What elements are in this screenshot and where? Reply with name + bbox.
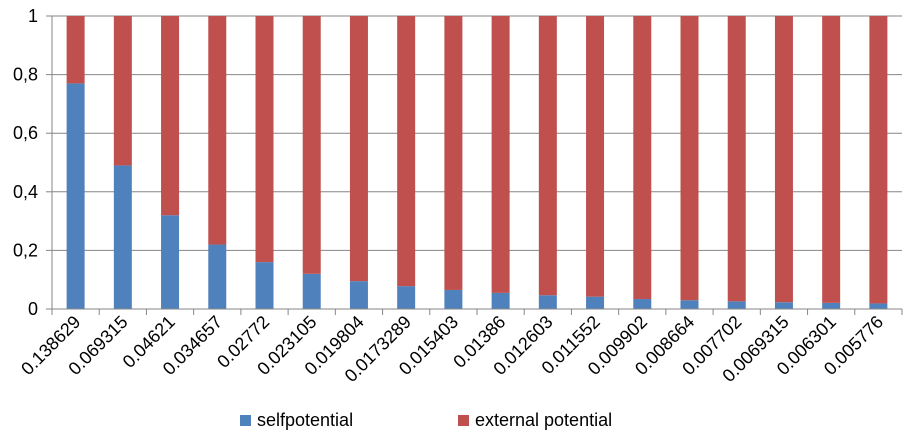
y-tick-label: 0,6 <box>13 123 38 143</box>
axes <box>46 15 903 315</box>
bar-selfpotential <box>444 289 463 309</box>
y-tick-label: 0 <box>28 299 38 319</box>
bar-external-potential <box>397 16 416 287</box>
bar-external-potential <box>161 16 180 216</box>
bar-external-potential <box>444 16 463 290</box>
legend-swatch-external-potential <box>458 415 469 426</box>
x-tick-labels: 0.1386290.0693150.046210.0346570.027720.… <box>17 312 887 386</box>
bar-selfpotential <box>538 295 557 309</box>
bar-selfpotential <box>161 215 180 309</box>
bar-selfpotential <box>633 299 652 309</box>
bar-selfpotential <box>302 273 321 309</box>
y-tick-label: 0,2 <box>13 240 38 260</box>
legend: selfpotential external potential <box>0 410 905 434</box>
bar-selfpotential <box>491 292 510 309</box>
bar-selfpotential <box>680 300 699 309</box>
bar-selfpotential <box>113 165 132 309</box>
bar-selfpotential <box>869 303 888 309</box>
stacked-bar-chart: 0 0,2 0,4 0,6 0,8 1 0.1386290.0693150.046210.… <box>13 6 903 386</box>
bar-external-potential <box>113 16 132 166</box>
y-tick-label: 1 <box>28 6 38 26</box>
gridlines <box>52 15 902 251</box>
bar-selfpotential <box>822 302 841 309</box>
y-tick-labels: 0 0,2 0,4 0,6 0,8 1 <box>13 6 38 319</box>
bar-external-potential <box>869 16 888 304</box>
bar-external-potential <box>774 16 793 303</box>
bar-selfpotential <box>727 301 746 309</box>
bar-external-potential <box>538 16 557 296</box>
bar-selfpotential <box>774 302 793 309</box>
bar-external-potential <box>633 16 652 300</box>
legend-label-external-potential: external potential <box>475 410 613 430</box>
bars <box>66 16 888 309</box>
bar-external-potential <box>822 16 841 303</box>
bar-external-potential <box>255 16 274 263</box>
bar-selfpotential <box>586 296 605 309</box>
legend-label-selfpotential: selfpotential <box>257 410 354 430</box>
bar-selfpotential <box>255 262 274 309</box>
legend-item-external-potential: external potential <box>458 410 612 431</box>
y-tick-label: 0,4 <box>13 182 38 202</box>
bar-external-potential <box>208 16 227 245</box>
bar-external-potential <box>727 16 746 302</box>
bar-external-potential <box>491 16 510 293</box>
bar-external-potential <box>66 16 85 84</box>
bar-selfpotential <box>66 83 85 309</box>
y-tick-label: 0,8 <box>13 65 38 85</box>
bar-external-potential <box>680 16 699 301</box>
bar-selfpotential <box>397 286 416 309</box>
bar-selfpotential <box>208 244 227 309</box>
legend-swatch-selfpotential <box>240 415 251 426</box>
bar-external-potential <box>302 16 321 274</box>
bar-selfpotential <box>349 281 368 309</box>
bar-external-potential <box>586 16 605 297</box>
bar-external-potential <box>349 16 368 282</box>
legend-item-selfpotential: selfpotential <box>240 410 353 431</box>
